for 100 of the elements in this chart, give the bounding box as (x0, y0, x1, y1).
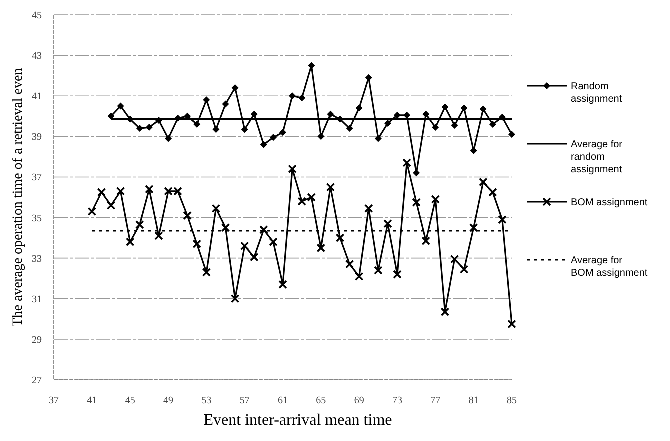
point (432, 124, 440, 132)
point (460, 104, 468, 112)
point (345, 260, 354, 269)
point (212, 126, 220, 134)
point (165, 135, 172, 142)
x-tick-label: 53 (202, 396, 212, 406)
point (240, 242, 250, 251)
point (508, 131, 516, 138)
point (346, 125, 354, 132)
point (384, 120, 392, 127)
y-tick-label: 37 (32, 172, 42, 184)
point (146, 124, 153, 132)
point (327, 110, 334, 118)
point (154, 232, 164, 240)
point (241, 126, 248, 134)
point (88, 207, 97, 216)
x-tick-label: 81 (468, 396, 479, 406)
point (194, 121, 201, 128)
point (270, 134, 277, 142)
point (135, 220, 144, 230)
point (126, 238, 135, 247)
point (469, 224, 478, 232)
point (232, 84, 239, 92)
y-tick-label: 43 (32, 51, 42, 62)
point (488, 188, 498, 197)
point (108, 112, 115, 120)
point (298, 197, 306, 206)
point (145, 184, 154, 194)
point (202, 268, 212, 277)
legend-label: Average for random assignment (571, 140, 624, 176)
x-tick-label: 73 (392, 396, 402, 406)
x-tick-label: 61 (278, 396, 288, 406)
y-tick-label: 29 (32, 334, 42, 346)
point (356, 104, 363, 112)
point (508, 320, 516, 329)
point (374, 266, 383, 275)
point (280, 129, 286, 136)
point (288, 164, 297, 174)
point (442, 104, 449, 111)
point (480, 106, 487, 113)
point (384, 219, 392, 228)
point (318, 133, 325, 140)
point (422, 110, 430, 118)
x-tick-label: 69 (354, 396, 364, 406)
y-tick-label: 31 (32, 294, 42, 306)
legend-label: Average for BOM assignment (571, 256, 648, 279)
point (97, 188, 106, 197)
point (250, 252, 259, 262)
x-tick-label: 65 (316, 396, 326, 406)
y-tick-label: 41 (32, 92, 42, 103)
point (222, 100, 230, 108)
x-tick-label: 57 (240, 396, 250, 406)
point (316, 244, 326, 253)
point (289, 92, 296, 100)
point (413, 170, 420, 177)
point (269, 238, 278, 247)
point (460, 265, 469, 274)
point (498, 215, 507, 224)
y-tick-label: 45 (32, 10, 42, 22)
x-axis-title: Event inter-arrival mean time (204, 412, 392, 429)
point (183, 211, 192, 220)
point (336, 234, 345, 242)
point (431, 195, 440, 204)
legend-label: Random assignment (571, 82, 622, 105)
point (393, 270, 402, 279)
y-tick-label: 27 (32, 376, 42, 386)
point (307, 193, 316, 202)
point (374, 135, 382, 142)
y-tick-label: 39 (32, 132, 42, 144)
x-tick-label: 49 (164, 396, 174, 406)
point (451, 122, 458, 130)
point (308, 62, 316, 70)
point (203, 96, 210, 104)
point (364, 204, 374, 214)
point (117, 102, 124, 110)
point (136, 125, 144, 132)
point (489, 121, 496, 128)
point (106, 201, 116, 210)
x-tick-label: 37 (49, 396, 59, 406)
point (365, 74, 372, 82)
point (260, 141, 268, 148)
point (221, 224, 230, 232)
x-tick-label: 41 (87, 396, 98, 406)
point (422, 236, 431, 246)
point (192, 240, 202, 249)
point (412, 198, 421, 207)
point (394, 112, 401, 119)
point (116, 187, 126, 196)
point (250, 110, 258, 118)
point (478, 178, 488, 187)
point (278, 280, 288, 290)
x-tick-label: 45 (125, 396, 136, 406)
point (212, 204, 221, 214)
point (298, 94, 306, 102)
point (402, 158, 412, 168)
point (440, 308, 450, 316)
point (450, 254, 460, 264)
x-tick-label: 85 (507, 396, 517, 406)
y-axis-title: The average operation time of a retrieval even (11, 68, 26, 327)
point (404, 112, 411, 119)
